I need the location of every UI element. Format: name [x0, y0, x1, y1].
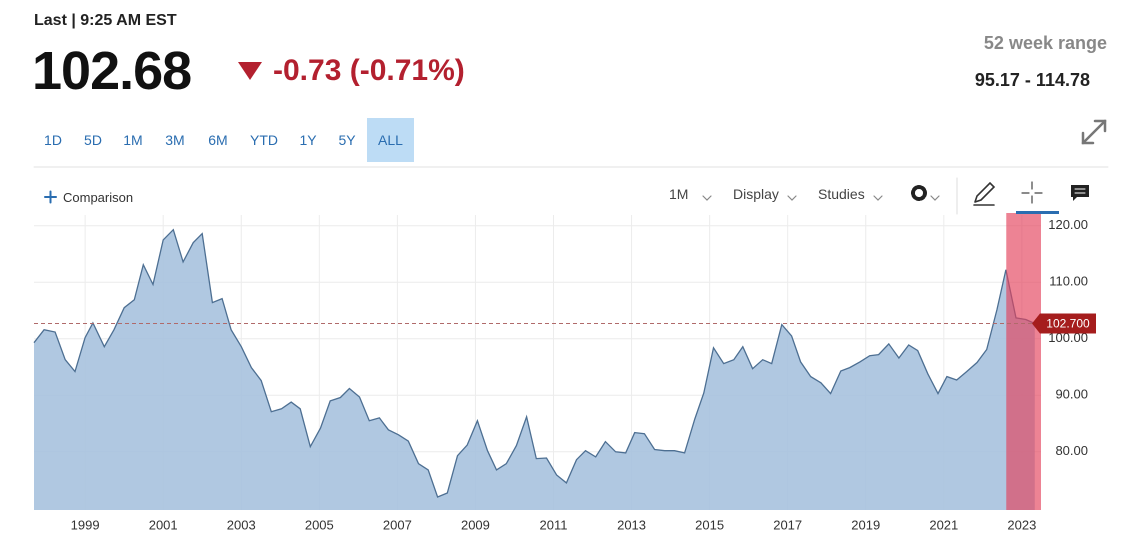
x-tick-label: 2009 — [461, 517, 490, 532]
y-tick-label: 90.00 — [1055, 387, 1088, 402]
x-tick-label: 2011 — [540, 517, 568, 532]
down-arrow — [238, 62, 262, 80]
crosshair-icon[interactable] — [1021, 181, 1043, 204]
range-tab[interactable]: 5D — [84, 132, 102, 148]
x-tick-label: 1999 — [71, 517, 100, 532]
y-tick-label: 80.00 — [1055, 443, 1088, 458]
range-tab[interactable]: 1D — [44, 132, 62, 148]
area-fill — [34, 229, 1035, 510]
x-tick-label: 2005 — [305, 517, 334, 532]
reference-tag — [1032, 313, 1096, 334]
highlight-band — [1006, 213, 1041, 510]
range-tab[interactable]: 5Y — [338, 132, 356, 148]
plot: 1999 2001 2003 2005 2007 2009 2011 2013 2015 2017… — [33, 213, 1096, 532]
range-tab[interactable]: YTD — [250, 132, 278, 148]
y-tick-label: 110.00 — [1049, 274, 1088, 289]
x-tick-label: 2013 — [617, 517, 646, 532]
range-tab[interactable]: 1M — [123, 132, 143, 148]
x-tick-label: 2015 — [695, 517, 724, 532]
x-tick-label: 2001 — [149, 517, 178, 532]
range-tab[interactable]: ALL — [367, 118, 414, 162]
y-tick-label: 100.00 — [1048, 330, 1088, 345]
display-menu[interactable]: Display — [733, 186, 779, 202]
price-change: -0.73 (-0.71%) — [273, 54, 465, 87]
last-time: Last | 9:25 AM EST — [34, 12, 177, 29]
reference-label: 102.700 — [1046, 317, 1090, 331]
range-tab[interactable]: 6M — [208, 132, 228, 148]
icons — [33, 62, 1109, 215]
x-tick-label: 2003 — [227, 517, 256, 532]
comment-icon[interactable] — [1071, 185, 1089, 201]
x-tick-label: 2023 — [1007, 517, 1036, 532]
expand-icon[interactable] — [1081, 119, 1107, 145]
range-value: 95.17 - 114.78 — [974, 70, 1090, 90]
price: 102.68 — [32, 41, 192, 101]
comparison-button[interactable]: Comparison — [63, 190, 134, 205]
range-title: 52 week range — [983, 33, 1107, 53]
y-tick-label: 120.00 — [1048, 217, 1088, 232]
x-tick-label: 2007 — [383, 517, 412, 532]
interval-menu[interactable]: 1M — [669, 186, 689, 202]
dropdown-carets — [702, 195, 940, 201]
plus-icon[interactable] — [44, 190, 57, 204]
range-tab[interactable]: 1Y — [299, 132, 317, 148]
studies-menu[interactable]: Studies — [818, 186, 865, 202]
x-tick-label: 2017 — [773, 517, 802, 532]
range-tab[interactable]: 3M — [165, 132, 185, 148]
draw-icon[interactable] — [973, 181, 996, 206]
price-line — [33, 228, 1036, 498]
x-tick-label: 2019 — [851, 517, 880, 532]
active-tool-indicator — [1016, 211, 1059, 214]
settings-icon[interactable] — [911, 185, 927, 201]
x-tick-label: 2021 — [929, 517, 958, 532]
